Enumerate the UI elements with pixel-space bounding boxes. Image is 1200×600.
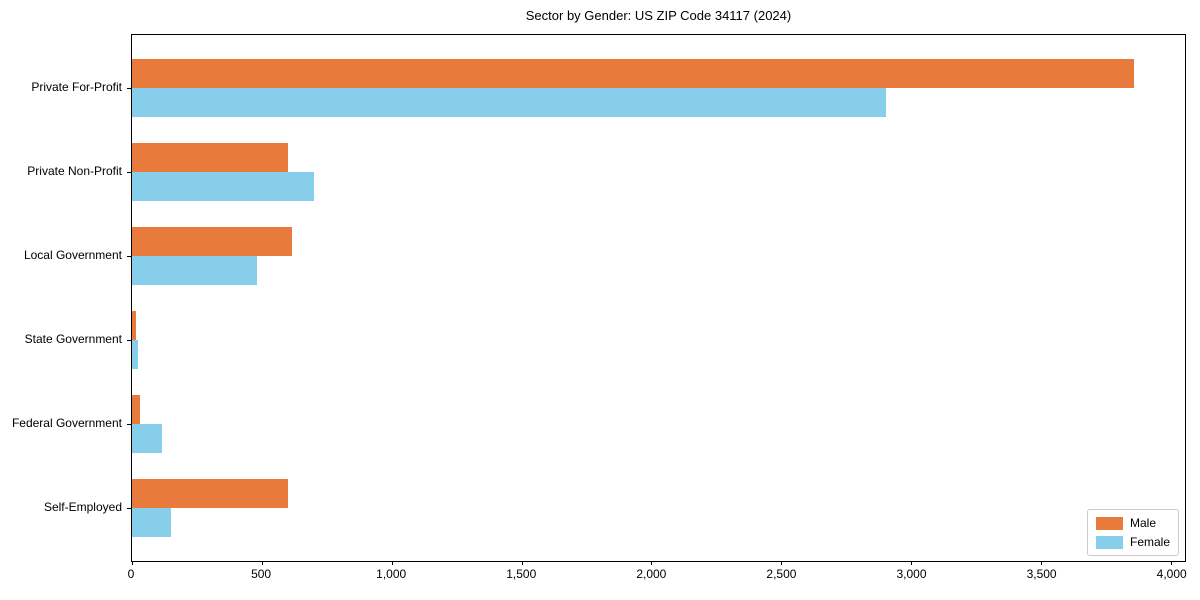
bar-female-private-non-profit bbox=[132, 172, 314, 201]
bar-male-federal-government bbox=[132, 395, 140, 424]
bar-male-private-for-profit bbox=[132, 59, 1135, 88]
bar-female-state-government bbox=[132, 340, 139, 369]
x-tick-2000 bbox=[651, 561, 653, 565]
x-tick-label-2500: 2,500 bbox=[766, 567, 797, 581]
y-tick-self-employed bbox=[127, 508, 131, 509]
x-tick-label-0: 0 bbox=[127, 567, 135, 581]
y-axis: Private For-Profit Private Non-Profit Loca… bbox=[0, 34, 122, 562]
y-label-private-for-profit: Private For-Profit bbox=[31, 80, 122, 94]
y-tick-private-non-profit bbox=[127, 172, 131, 173]
y-tick-local-government bbox=[127, 256, 131, 257]
legend-item-female: Female bbox=[1096, 535, 1170, 549]
y-tick-federal-government bbox=[127, 424, 131, 425]
x-tick-500 bbox=[261, 561, 263, 565]
plot-area bbox=[127, 34, 1186, 565]
x-tick-label-3000: 3,000 bbox=[896, 567, 927, 581]
bar-female-local-government bbox=[132, 256, 257, 285]
x-tick-3500 bbox=[1040, 561, 1042, 565]
male-color-swatch bbox=[1096, 516, 1123, 530]
legend: Male Female bbox=[1087, 509, 1179, 556]
bar-male-local-government bbox=[132, 227, 292, 256]
x-tick-1500 bbox=[521, 561, 523, 565]
bar-female-self-employed bbox=[132, 508, 171, 537]
legend-label-female: Female bbox=[1130, 535, 1171, 549]
x-tick-1000 bbox=[391, 561, 393, 565]
legend-item-male: Male bbox=[1096, 516, 1170, 530]
bar-female-private-for-profit bbox=[132, 88, 887, 117]
x-tick-label-1500: 1,500 bbox=[506, 567, 537, 581]
y-label-federal-government: Federal Government bbox=[11, 416, 122, 430]
legend-label-male: Male bbox=[1130, 516, 1157, 530]
bar-male-state-government bbox=[132, 311, 136, 340]
bar-male-self-employed bbox=[132, 479, 288, 508]
bar-male-private-non-profit bbox=[132, 143, 288, 172]
y-label-local-government: Local Government bbox=[23, 248, 122, 262]
x-tick-label-4000: 4,000 bbox=[1156, 567, 1187, 581]
x-tick-4000 bbox=[1170, 561, 1172, 565]
y-tick-private-for-profit bbox=[127, 88, 131, 89]
y-label-private-non-profit: Private Non-Profit bbox=[27, 164, 122, 178]
x-tick-label-3500: 3,500 bbox=[1026, 567, 1057, 581]
y-tick-state-government bbox=[127, 340, 131, 341]
x-tick-label-2000: 2,000 bbox=[636, 567, 667, 581]
female-color-swatch bbox=[1096, 535, 1123, 549]
x-tick-2500 bbox=[781, 561, 783, 565]
chart-title: Sector by Gender: US ZIP Code 34117 (202… bbox=[525, 8, 792, 23]
bar-female-federal-government bbox=[132, 424, 162, 453]
y-label-state-government: State Government bbox=[24, 332, 122, 346]
x-tick-0 bbox=[132, 561, 133, 565]
x-tick-label-1000: 1,000 bbox=[376, 567, 407, 581]
x-tick-3000 bbox=[911, 561, 913, 565]
x-tick-label-500: 500 bbox=[251, 567, 272, 581]
y-label-self-employed: Self-Employed bbox=[43, 500, 122, 514]
